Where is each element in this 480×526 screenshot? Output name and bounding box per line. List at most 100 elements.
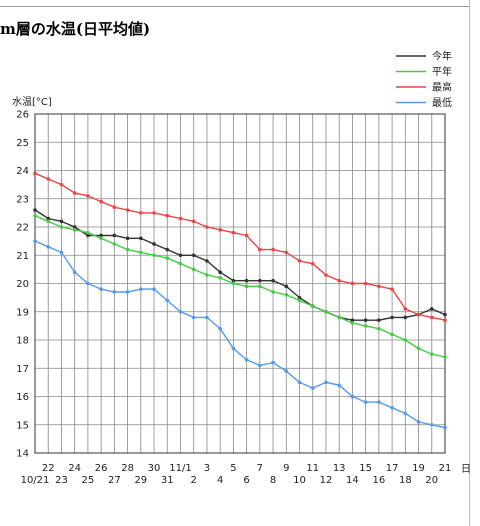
data-point bbox=[125, 247, 130, 252]
data-point bbox=[112, 290, 117, 294]
data-point bbox=[403, 315, 408, 320]
x-tick-label: 6 bbox=[243, 475, 249, 486]
y-tick-label: 21 bbox=[16, 251, 29, 262]
right-border bbox=[469, 0, 470, 526]
data-point bbox=[86, 230, 90, 235]
data-point bbox=[59, 219, 64, 224]
data-point bbox=[324, 309, 328, 314]
x-tick-label: 16 bbox=[373, 475, 386, 486]
data-point bbox=[59, 250, 64, 255]
data-point bbox=[258, 363, 262, 368]
x-tick-label: 27 bbox=[108, 475, 121, 486]
data-point bbox=[443, 312, 447, 317]
y-tick-label: 23 bbox=[16, 194, 29, 205]
data-point bbox=[271, 278, 275, 283]
data-point bbox=[178, 253, 183, 258]
x-tick-label: 13 bbox=[333, 463, 346, 474]
data-point bbox=[33, 208, 37, 212]
data-point bbox=[350, 321, 355, 325]
y-tick-label: 16 bbox=[16, 392, 29, 403]
data-point bbox=[258, 278, 262, 283]
data-point bbox=[429, 307, 434, 311]
data-point bbox=[377, 318, 381, 323]
y-tick-label: 22 bbox=[16, 223, 29, 234]
data-point bbox=[403, 411, 408, 416]
data-point bbox=[337, 315, 341, 320]
x-tick-label: 26 bbox=[95, 463, 108, 474]
series-line bbox=[34, 240, 446, 429]
y-tick-label: 24 bbox=[16, 166, 29, 177]
x-tick-label: 2 bbox=[191, 475, 197, 486]
data-point bbox=[178, 216, 183, 221]
data-point bbox=[33, 239, 37, 243]
data-point bbox=[350, 394, 355, 399]
data-point bbox=[191, 253, 196, 258]
data-point bbox=[191, 315, 196, 320]
data-point bbox=[416, 312, 421, 317]
data-point bbox=[99, 233, 103, 238]
data-point bbox=[165, 247, 170, 252]
data-point bbox=[191, 267, 196, 272]
x-tick-label: 19 bbox=[412, 463, 425, 474]
data-point bbox=[33, 213, 37, 218]
data-point bbox=[178, 309, 183, 314]
data-point bbox=[324, 380, 328, 385]
data-point bbox=[178, 261, 183, 266]
data-point bbox=[139, 250, 143, 255]
data-point bbox=[363, 400, 368, 404]
data-point bbox=[46, 244, 51, 249]
data-point bbox=[310, 386, 315, 390]
data-point bbox=[112, 233, 117, 238]
data-point bbox=[231, 346, 236, 351]
x-tick-label: 8 bbox=[270, 475, 276, 486]
x-tick-label: 28 bbox=[121, 463, 134, 474]
y-tick-label: 15 bbox=[16, 420, 29, 431]
legend-label: 最低 bbox=[432, 96, 452, 109]
legend-label: 最高 bbox=[432, 81, 452, 94]
x-tick-label: 11 bbox=[306, 463, 319, 474]
data-point bbox=[390, 287, 394, 291]
x-tick-labels: 10/212223242526272829303111/123456789101… bbox=[21, 463, 452, 486]
x-axis-label: 日 bbox=[461, 464, 471, 475]
x-tick-label: 31 bbox=[161, 475, 174, 486]
data-point bbox=[152, 242, 156, 246]
y-tick-label: 14 bbox=[16, 449, 29, 460]
data-point bbox=[46, 216, 51, 221]
legend-label: 今年 bbox=[432, 50, 452, 63]
data-point bbox=[218, 270, 222, 275]
data-point bbox=[152, 211, 156, 215]
x-tick-label: 18 bbox=[399, 475, 412, 486]
data-point bbox=[218, 276, 222, 280]
data-point bbox=[205, 315, 209, 320]
data-point bbox=[244, 278, 249, 283]
data-point bbox=[390, 315, 394, 320]
data-point bbox=[205, 259, 209, 263]
data-point bbox=[125, 236, 130, 241]
x-tick-label: 22 bbox=[42, 463, 55, 474]
x-tick-label: 3 bbox=[204, 463, 210, 474]
data-point bbox=[271, 360, 275, 365]
data-point bbox=[218, 228, 222, 232]
data-point bbox=[205, 273, 209, 277]
data-point bbox=[244, 284, 249, 289]
data-point bbox=[46, 177, 51, 181]
data-point bbox=[86, 194, 90, 198]
chart-grid bbox=[34, 113, 446, 454]
data-point bbox=[139, 287, 143, 291]
data-point bbox=[72, 270, 77, 275]
data-point bbox=[310, 304, 315, 308]
x-tick-label: 9 bbox=[283, 463, 289, 474]
y-tick-label: 20 bbox=[16, 279, 29, 290]
data-point bbox=[231, 230, 236, 235]
data-point bbox=[139, 236, 143, 241]
data-point bbox=[429, 422, 434, 427]
data-point bbox=[112, 242, 117, 246]
data-point bbox=[443, 425, 447, 430]
data-point bbox=[297, 298, 302, 303]
data-point bbox=[363, 318, 368, 323]
y-tick-label: 19 bbox=[16, 307, 29, 318]
data-point bbox=[337, 278, 341, 283]
data-point bbox=[231, 281, 236, 286]
